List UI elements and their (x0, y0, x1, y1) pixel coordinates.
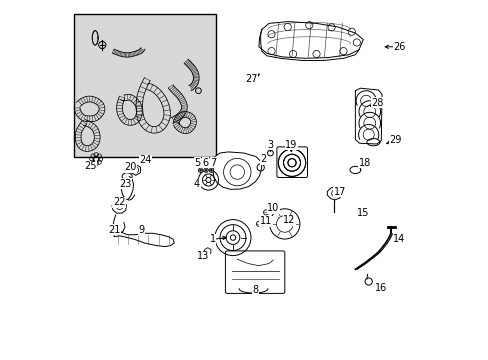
Text: 17: 17 (333, 186, 346, 197)
Circle shape (209, 168, 213, 172)
Text: 2: 2 (260, 154, 266, 164)
Text: 28: 28 (371, 98, 383, 108)
Polygon shape (326, 187, 341, 200)
Text: 1: 1 (209, 234, 215, 244)
Text: 9: 9 (139, 225, 144, 235)
Text: 14: 14 (392, 234, 405, 244)
Circle shape (203, 168, 208, 172)
Polygon shape (114, 230, 174, 247)
Text: 26: 26 (392, 42, 405, 52)
Circle shape (198, 168, 203, 172)
Text: 25: 25 (84, 161, 97, 171)
Circle shape (210, 169, 212, 171)
Text: 10: 10 (266, 203, 279, 213)
Polygon shape (212, 152, 261, 189)
Text: 16: 16 (374, 283, 386, 293)
Text: 23: 23 (119, 179, 131, 189)
Text: 15: 15 (356, 208, 369, 218)
Text: 24: 24 (139, 155, 151, 165)
Text: 5: 5 (194, 158, 201, 168)
Text: 18: 18 (358, 158, 370, 168)
Bar (73, 14, 215, 157)
Text: 8: 8 (252, 285, 258, 295)
FancyBboxPatch shape (276, 147, 307, 177)
Text: 27: 27 (245, 74, 258, 84)
Text: 4: 4 (194, 179, 200, 189)
Text: 12: 12 (283, 215, 295, 225)
Text: 20: 20 (123, 162, 136, 172)
Polygon shape (112, 199, 126, 213)
Circle shape (204, 169, 206, 171)
Text: 21: 21 (108, 225, 120, 235)
Text: 29: 29 (389, 135, 401, 145)
Text: 6: 6 (202, 158, 208, 168)
Text: 22: 22 (113, 197, 125, 207)
Circle shape (199, 169, 201, 171)
Text: 3: 3 (267, 140, 273, 150)
Text: 19: 19 (285, 140, 297, 150)
FancyBboxPatch shape (225, 251, 284, 293)
Text: 11: 11 (260, 216, 272, 226)
Text: 7: 7 (210, 158, 216, 168)
Text: 13: 13 (197, 251, 209, 261)
